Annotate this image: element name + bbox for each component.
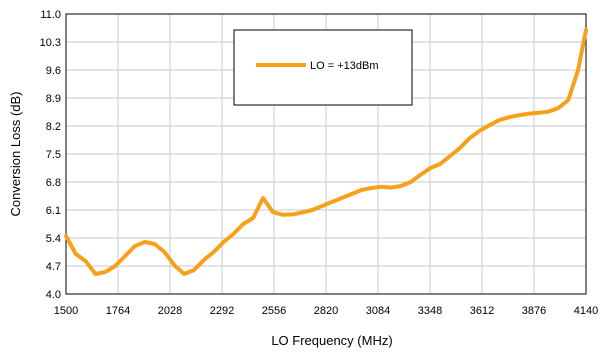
legend-entry-label: LO = +13dBm [310,60,379,72]
y-tick-label: 10.3 [40,37,61,49]
x-tick-label: 4140 [574,305,598,317]
x-tick-label: 3084 [366,305,390,317]
x-tick-label: 2556 [262,305,286,317]
x-tick-label: 2028 [158,305,182,317]
y-tick-label: 9.6 [46,65,61,77]
x-tick-label: 1500 [54,305,78,317]
plot-area-frame [65,13,587,295]
x-axis-title: LO Frequency (MHz) [271,333,392,348]
series-line [64,28,588,276]
y-axis-ticks: 4.0 4.7 5.4 6.1 6.8 7.5 8.2 8.9 9.6 10.3 11.0 [40,9,61,301]
y-tick-label: 4.0 [46,289,61,301]
y-tick-label: 8.2 [46,121,61,133]
series-group [64,28,588,276]
legend-box [233,29,413,106]
x-tick-label: 2820 [314,305,338,317]
x-tick-label: 3876 [522,305,546,317]
y-tick-label: 5.4 [46,233,61,245]
y-tick-label: 11.0 [40,9,61,21]
y-axis-title: Conversion Loss (dB) [8,92,23,217]
x-tick-label: 1764 [106,305,130,317]
y-tick-label: 7.5 [46,149,61,161]
x-axis-ticks: 1500 1764 2028 2292 2556 2820 3084 3348 3612 3876… [54,305,598,317]
x-tick-label: 3612 [470,305,494,317]
y-tick-label: 8.9 [46,93,61,105]
y-tick-label: 4.7 [46,261,61,273]
legend: LO = +13dBm [233,29,413,106]
y-tick-label: 6.1 [46,205,61,217]
x-tick-label: 2292 [210,305,234,317]
x-tick-label: 3348 [418,305,442,317]
y-tick-label: 6.8 [46,177,61,189]
